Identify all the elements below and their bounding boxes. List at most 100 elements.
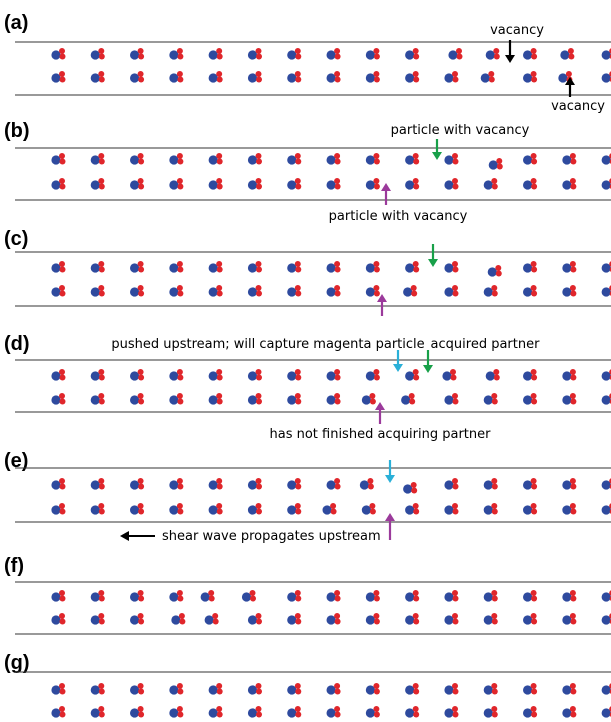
blue-core [287, 592, 297, 602]
blue-core [601, 371, 611, 381]
red-atom [569, 613, 576, 619]
red-atom [373, 683, 380, 689]
red-atom [176, 285, 183, 291]
particle [247, 393, 262, 405]
red-atom [294, 393, 301, 399]
red-atom [216, 706, 223, 712]
red-atom [491, 285, 498, 291]
red-atom [530, 478, 537, 484]
blue-core [523, 371, 533, 381]
red-atom [570, 266, 577, 273]
blue-core [365, 263, 375, 273]
particle [287, 71, 302, 83]
red-atom [177, 374, 184, 381]
particle [601, 503, 611, 515]
blue-core [405, 685, 415, 695]
blue-core [51, 685, 61, 695]
blue-core [562, 592, 572, 602]
blue-core [405, 615, 415, 625]
red-atom [212, 618, 219, 625]
blue-core [326, 263, 336, 273]
green-arrow-head [423, 365, 433, 373]
red-atom [570, 183, 577, 190]
red-atom [531, 711, 538, 718]
blue-core [169, 708, 179, 718]
particle [208, 478, 223, 490]
red-atom [412, 153, 419, 159]
magenta-arrow-head [385, 513, 395, 521]
red-atom [256, 266, 262, 273]
particle [444, 178, 459, 190]
blue-core [51, 615, 61, 625]
red-atom [256, 183, 262, 190]
red-atom [491, 613, 498, 619]
red-atom [569, 478, 576, 484]
red-atom [531, 508, 538, 515]
blue-core [523, 73, 533, 83]
black-arrow-head [120, 531, 129, 541]
red-atom [373, 183, 380, 190]
blue-core [241, 592, 252, 602]
blue-core [488, 160, 498, 170]
blue-core [442, 371, 452, 381]
red-atom [334, 183, 341, 190]
blue-core [51, 155, 61, 165]
blue-core [326, 50, 336, 60]
blue-core [287, 73, 297, 83]
particle [169, 369, 184, 381]
blue-core [130, 50, 140, 60]
red-atom [367, 478, 374, 484]
particle [247, 153, 262, 165]
red-atom [59, 393, 65, 399]
red-atom [334, 76, 341, 83]
annotation: has not finished acquiring partner [269, 427, 491, 442]
red-atom [452, 706, 458, 712]
particle [326, 369, 341, 381]
particle [169, 178, 184, 190]
red-atom [496, 163, 503, 170]
red-atom [255, 369, 262, 375]
blue-core [326, 685, 336, 695]
particle [601, 153, 611, 165]
particle [601, 683, 611, 695]
blue-core [287, 180, 297, 190]
red-atom [294, 71, 301, 77]
particle [523, 369, 538, 381]
blue-core [287, 287, 297, 297]
red-atom [452, 393, 458, 399]
red-atom [176, 706, 183, 712]
red-atom [295, 374, 302, 381]
blue-core [287, 155, 297, 165]
red-atom [137, 48, 144, 54]
particle [247, 613, 262, 625]
blue-core [361, 505, 371, 515]
red-atom [491, 706, 498, 712]
red-atom [491, 688, 498, 695]
blue-core [444, 180, 454, 190]
particle [483, 285, 498, 297]
red-atom [216, 398, 223, 405]
blue-core [562, 480, 572, 490]
blue-core [483, 708, 493, 718]
particle [90, 478, 105, 490]
particle [326, 393, 341, 405]
red-atom [98, 711, 105, 718]
blue-core [562, 263, 572, 273]
red-atom [530, 369, 537, 375]
red-atom [59, 183, 66, 190]
blue-core [51, 180, 61, 190]
red-atom [491, 683, 498, 689]
black-arrow-head [505, 55, 515, 63]
particle [365, 153, 380, 165]
red-atom [412, 178, 419, 184]
red-atom [59, 369, 65, 375]
red-atom [334, 590, 341, 596]
red-atom [59, 618, 66, 625]
red-atom [255, 48, 262, 54]
red-atom [59, 48, 65, 54]
red-atom [413, 158, 420, 165]
particle [326, 178, 341, 190]
particle [483, 178, 498, 190]
blue-core [483, 287, 493, 297]
red-atom [373, 613, 380, 619]
